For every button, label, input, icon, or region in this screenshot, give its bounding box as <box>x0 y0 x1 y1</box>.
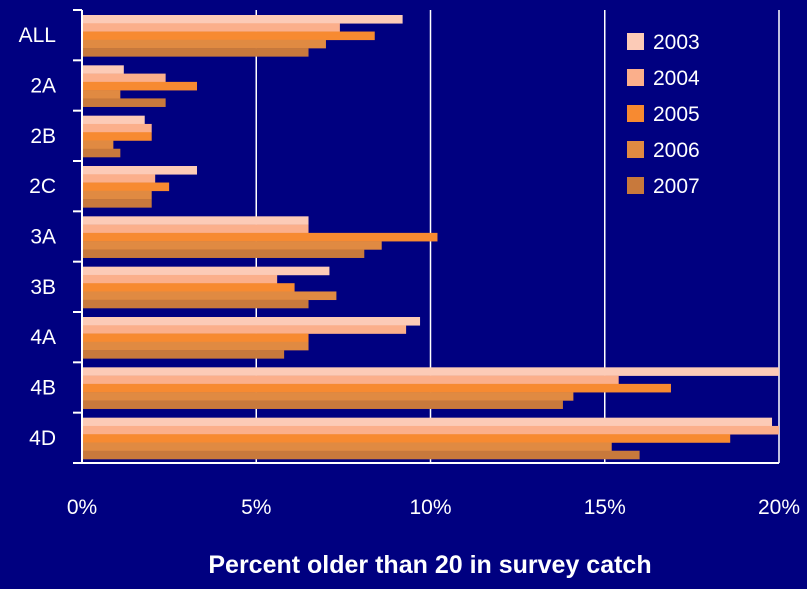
bar-4a-2004 <box>82 325 407 334</box>
bar-4b-2006 <box>82 392 574 401</box>
bar-3a-2005 <box>82 232 438 242</box>
bar-4d-2007 <box>82 450 640 460</box>
bar-3b-2007 <box>82 299 309 309</box>
x-tick-label-3: 15% <box>584 496 626 519</box>
y-category-label-2c: 2C <box>29 175 56 198</box>
bar-all-2004 <box>82 23 340 32</box>
bar-2a-2005 <box>82 81 198 91</box>
legend-label-2004: 2004 <box>653 67 700 90</box>
y-category-label-3b: 3B <box>30 276 56 299</box>
legend-label-2003: 2003 <box>653 31 700 54</box>
axes <box>73 9 779 464</box>
bar-4a-2003 <box>82 317 421 326</box>
legend: 2003 2004 2005 2006 2007 <box>627 31 700 198</box>
y-category-label-4a: 4A <box>30 326 56 349</box>
x-tick-label-2: 10% <box>409 496 451 519</box>
legend-swatch-2006 <box>627 141 644 158</box>
y-category-label-3a: 3A <box>30 226 56 249</box>
bar-all-2006 <box>82 39 326 49</box>
bar-4d-2006 <box>82 442 612 452</box>
legend-label-2006: 2006 <box>653 139 700 162</box>
legend-swatch-2005 <box>627 105 644 122</box>
bar-2a-2007 <box>82 98 166 107</box>
bar-2b-2003 <box>82 115 145 125</box>
bar-4a-2005 <box>82 333 309 343</box>
y-category-label-all: ALL <box>19 24 56 47</box>
bar-2c-2007 <box>82 199 152 208</box>
bar-4d-2005 <box>82 434 731 443</box>
bar-3b-2006 <box>82 291 337 301</box>
legend-swatch-2003 <box>627 33 644 50</box>
bar-all-2005 <box>82 31 375 41</box>
bar-2a-2004 <box>82 73 166 83</box>
bar-3b-2003 <box>82 266 330 276</box>
bar-all-2003 <box>82 15 403 24</box>
bar-4b-2004 <box>82 375 619 385</box>
bar-2a-2003 <box>82 65 124 74</box>
y-category-label-4b: 4B <box>30 377 56 400</box>
x-tick-label-4: 20% <box>758 496 800 519</box>
bar-2b-2005 <box>82 132 152 141</box>
bar-4a-2006 <box>82 341 309 351</box>
bar-3b-2005 <box>82 283 295 292</box>
bar-3a-2007 <box>82 249 365 258</box>
x-tick-label-0: 0% <box>67 496 97 519</box>
bar-4a-2007 <box>82 350 285 359</box>
bar-4b-2007 <box>82 400 563 409</box>
bar-2c-2005 <box>82 182 170 192</box>
bars <box>82 15 779 460</box>
bar-4d-2004 <box>82 425 779 435</box>
bar-3a-2004 <box>82 224 309 234</box>
legend-label-2005: 2005 <box>653 103 700 126</box>
x-axis-title: Percent older than 20 in survey catch <box>208 551 651 579</box>
bar-2c-2003 <box>82 166 198 175</box>
bar-4b-2005 <box>82 383 671 393</box>
legend-swatch-2004 <box>627 69 644 86</box>
y-category-labels: ALL 2A 2B 2C 3A 3B 4A 4B 4D <box>19 24 56 450</box>
bar-3a-2003 <box>82 216 309 225</box>
y-category-label-2b: 2B <box>30 125 56 148</box>
bar-2b-2004 <box>82 123 152 133</box>
x-tick-labels: 0% 5% 10% 15% 20% <box>67 496 800 519</box>
bar-all-2007 <box>82 48 309 57</box>
bar-2b-2007 <box>82 148 121 158</box>
bar-2c-2004 <box>82 174 156 183</box>
bar-4b-2003 <box>82 367 779 376</box>
bar-3b-2004 <box>82 274 278 284</box>
y-category-label-2a: 2A <box>30 75 56 98</box>
bar-3a-2006 <box>82 241 382 250</box>
x-tick-label-1: 5% <box>241 496 271 519</box>
bar-2b-2006 <box>82 140 114 150</box>
y-category-label-4d: 4D <box>29 427 56 450</box>
bar-2a-2006 <box>82 90 121 99</box>
bar-4d-2003 <box>82 417 773 427</box>
legend-label-2007: 2007 <box>653 175 700 198</box>
bar-2c-2006 <box>82 190 152 200</box>
legend-swatch-2007 <box>627 177 644 194</box>
